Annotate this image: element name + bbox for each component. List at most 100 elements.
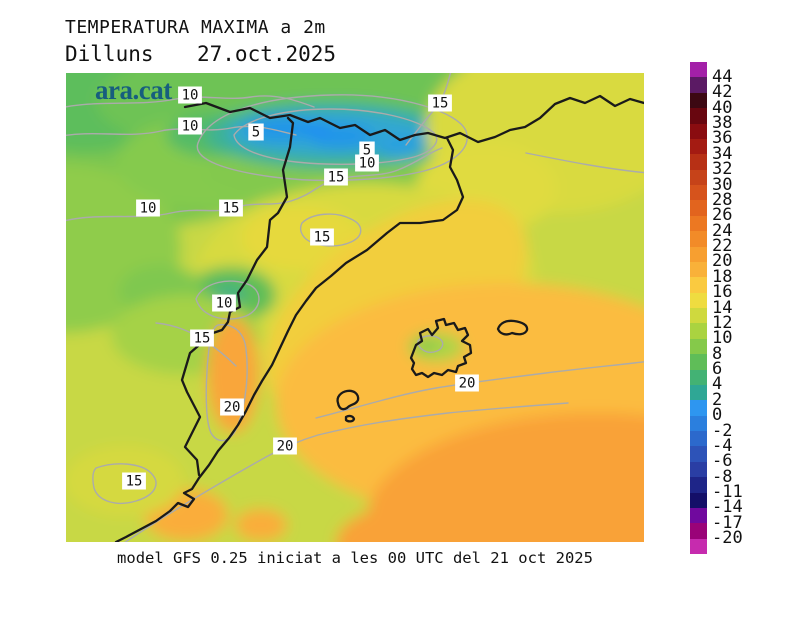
svg-text:20: 20 [459, 376, 476, 392]
svg-text:15: 15 [432, 96, 449, 112]
colorbar-tick-label: -4 [712, 435, 733, 456]
colorbar-tick-label: 38 [712, 113, 733, 133]
colorbar-segment [690, 200, 707, 216]
colorbar-segment [690, 108, 707, 124]
colorbar-segment [690, 231, 707, 247]
svg-text:20: 20 [277, 439, 294, 455]
colorbar-tick-label: 40 [712, 97, 733, 118]
svg-text:10: 10 [359, 156, 376, 172]
colorbar-segment [690, 338, 707, 355]
temperature-field [66, 73, 644, 542]
contour-value-label: 10 [136, 199, 160, 217]
colorbar-segment [690, 292, 707, 308]
model-run-caption: model GFS 0.25 iniciat a les 00 UTC del … [117, 549, 593, 567]
colorbar-segment [690, 92, 707, 109]
colorbar-tick-label: -14 [712, 497, 743, 518]
colorbar-tick-label: 16 [712, 282, 733, 303]
colorbar-segment [690, 415, 707, 431]
svg-text:20: 20 [224, 400, 241, 416]
contour-value-label: 10 [355, 154, 379, 172]
colorbar-tick-label: -17 [712, 512, 743, 533]
contour-value-label: 20 [220, 398, 244, 416]
temperature-contour-line [417, 335, 444, 354]
colorbar-segment [690, 77, 707, 93]
contour-value-label: 5 [359, 141, 375, 159]
temperature-contour-line [92, 463, 157, 505]
svg-text:10: 10 [216, 296, 233, 312]
colorbar-tick-label: -20 [712, 528, 743, 549]
contour-value-label: 15 [310, 228, 334, 246]
svg-text:15: 15 [328, 170, 345, 186]
temperature-contour-line [315, 361, 644, 419]
colorbar-segment [690, 538, 707, 554]
colorbar-segment [690, 431, 707, 447]
temperature-contour-line [205, 324, 248, 442]
colorbar-tick-label: 36 [712, 128, 733, 149]
colorbar-segment [690, 323, 707, 339]
svg-text:5: 5 [363, 143, 371, 159]
colorbar-tick-label: -6 [712, 451, 733, 472]
temperature-contour-line [233, 108, 438, 165]
colorbar-tick-labels: 44 42 40 38 36 34 32 30 28 26 24 22 20 18 16 14 12 10 8 6 4 2… [712, 62, 792, 562]
contour-value-label: 20 [273, 437, 297, 455]
colorbar-tick-label: 34 [712, 143, 733, 164]
svg-text:15: 15 [126, 474, 143, 490]
colorbar-tick-label: 8 [712, 343, 723, 364]
contour-value-label: 10 [212, 294, 236, 312]
ara-cat-logo: ara.cat [95, 75, 172, 105]
colorbar-tick-label: 4 [712, 374, 723, 395]
colorbar-tick-label: 20 [712, 251, 733, 272]
colorbar-tick-label: 42 [712, 82, 733, 103]
contour-value-label: 10 [178, 117, 202, 135]
colorbar-tick-label: 24 [712, 220, 733, 241]
colorbar-tick-label: 28 [712, 189, 733, 210]
svg-text:15: 15 [314, 230, 331, 246]
colorbar-segment [690, 169, 707, 185]
colorbar-tick-label: 14 [712, 297, 733, 318]
colorbar-tick-label: 12 [712, 312, 733, 333]
colorbar-tick-label: 0 [712, 405, 723, 426]
colorbar-tick-label: -8 [712, 466, 733, 487]
colorbar-tick-label: -11 [712, 482, 743, 502]
temperature-contour-line [124, 402, 569, 542]
svg-text:10: 10 [140, 201, 157, 217]
svg-text:5: 5 [252, 125, 260, 141]
colorbar-segment [690, 246, 707, 262]
colorbar-tick-label: 18 [712, 266, 733, 287]
svg-text:15: 15 [194, 331, 211, 347]
colorbar-segment [690, 354, 707, 370]
colorbar-tick-label: 10 [712, 328, 733, 349]
colorbar-tick-label: 6 [712, 359, 723, 379]
colorbar-segment [690, 277, 707, 293]
colorbar-segment [690, 185, 707, 201]
temperature-contour-line [525, 152, 644, 174]
colorbar-tick-label: 2 [712, 389, 723, 410]
menorca-island-path [496, 319, 529, 336]
svg-text:15: 15 [223, 201, 240, 217]
ibiza-island-path [336, 389, 360, 411]
coastline-path [114, 136, 465, 542]
formentera-island-path [344, 414, 356, 423]
colorbar-segment [690, 523, 707, 539]
svg-text:10: 10 [182, 88, 199, 104]
contour-value-label: 15 [190, 329, 214, 347]
temperature-map: 10 10 5 15 5 10 15 10 15 15 10 15 20 20 20 15 ara.cat [66, 73, 644, 542]
contour-value-label: 15 [324, 168, 348, 186]
contour-value-label: 15 [219, 199, 243, 217]
mallorca-island-path [409, 317, 473, 379]
colorbar-segment [690, 384, 707, 401]
temperature-colorbar [690, 62, 707, 554]
subtitle-row: Dilluns 27.oct.2025 [65, 42, 336, 66]
contour-value-label: 5 [248, 123, 264, 141]
colorbar-segment [690, 492, 707, 508]
colorbar-segment [690, 369, 707, 385]
contour-value-label: 15 [122, 472, 146, 490]
colorbar-segment [690, 154, 707, 170]
colorbar-tick-label: -2 [712, 420, 733, 441]
valid-day-label: Dilluns [65, 42, 154, 66]
colorbar-segment [690, 138, 707, 155]
colorbar-segment [690, 400, 707, 416]
colorbar-segment [690, 62, 707, 78]
colorbar-segment [690, 477, 707, 493]
